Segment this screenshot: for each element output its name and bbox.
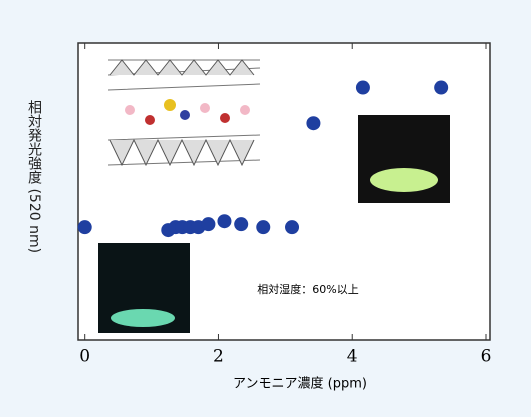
atom	[240, 105, 250, 115]
y-axis-label: 相対発光強度 (520 nm)	[26, 100, 42, 254]
x-tick-label: 2	[213, 347, 224, 367]
x-tick-label: 0	[79, 347, 90, 367]
layer	[107, 59, 261, 166]
point	[434, 80, 449, 95]
point	[355, 80, 370, 95]
x-tick-label: 4	[347, 347, 358, 367]
atom	[125, 105, 135, 115]
point	[256, 220, 271, 235]
vial-glow	[111, 309, 175, 327]
atom	[145, 115, 155, 125]
atom	[200, 103, 210, 113]
annotation: 相対湿度：60%以上	[257, 282, 358, 296]
atom	[164, 99, 176, 111]
point	[306, 116, 321, 131]
x-axis-label: アンモニア濃度 (ppm)	[233, 376, 367, 392]
x-tick-label: 6	[481, 347, 492, 367]
point	[201, 217, 216, 232]
vial-glow	[370, 168, 438, 192]
atom	[220, 113, 230, 123]
point	[217, 214, 232, 229]
point	[285, 220, 300, 235]
point	[77, 220, 92, 235]
structure-inset	[102, 55, 267, 167]
point	[234, 217, 249, 232]
octahedra	[109, 59, 255, 167]
atom	[180, 110, 190, 120]
